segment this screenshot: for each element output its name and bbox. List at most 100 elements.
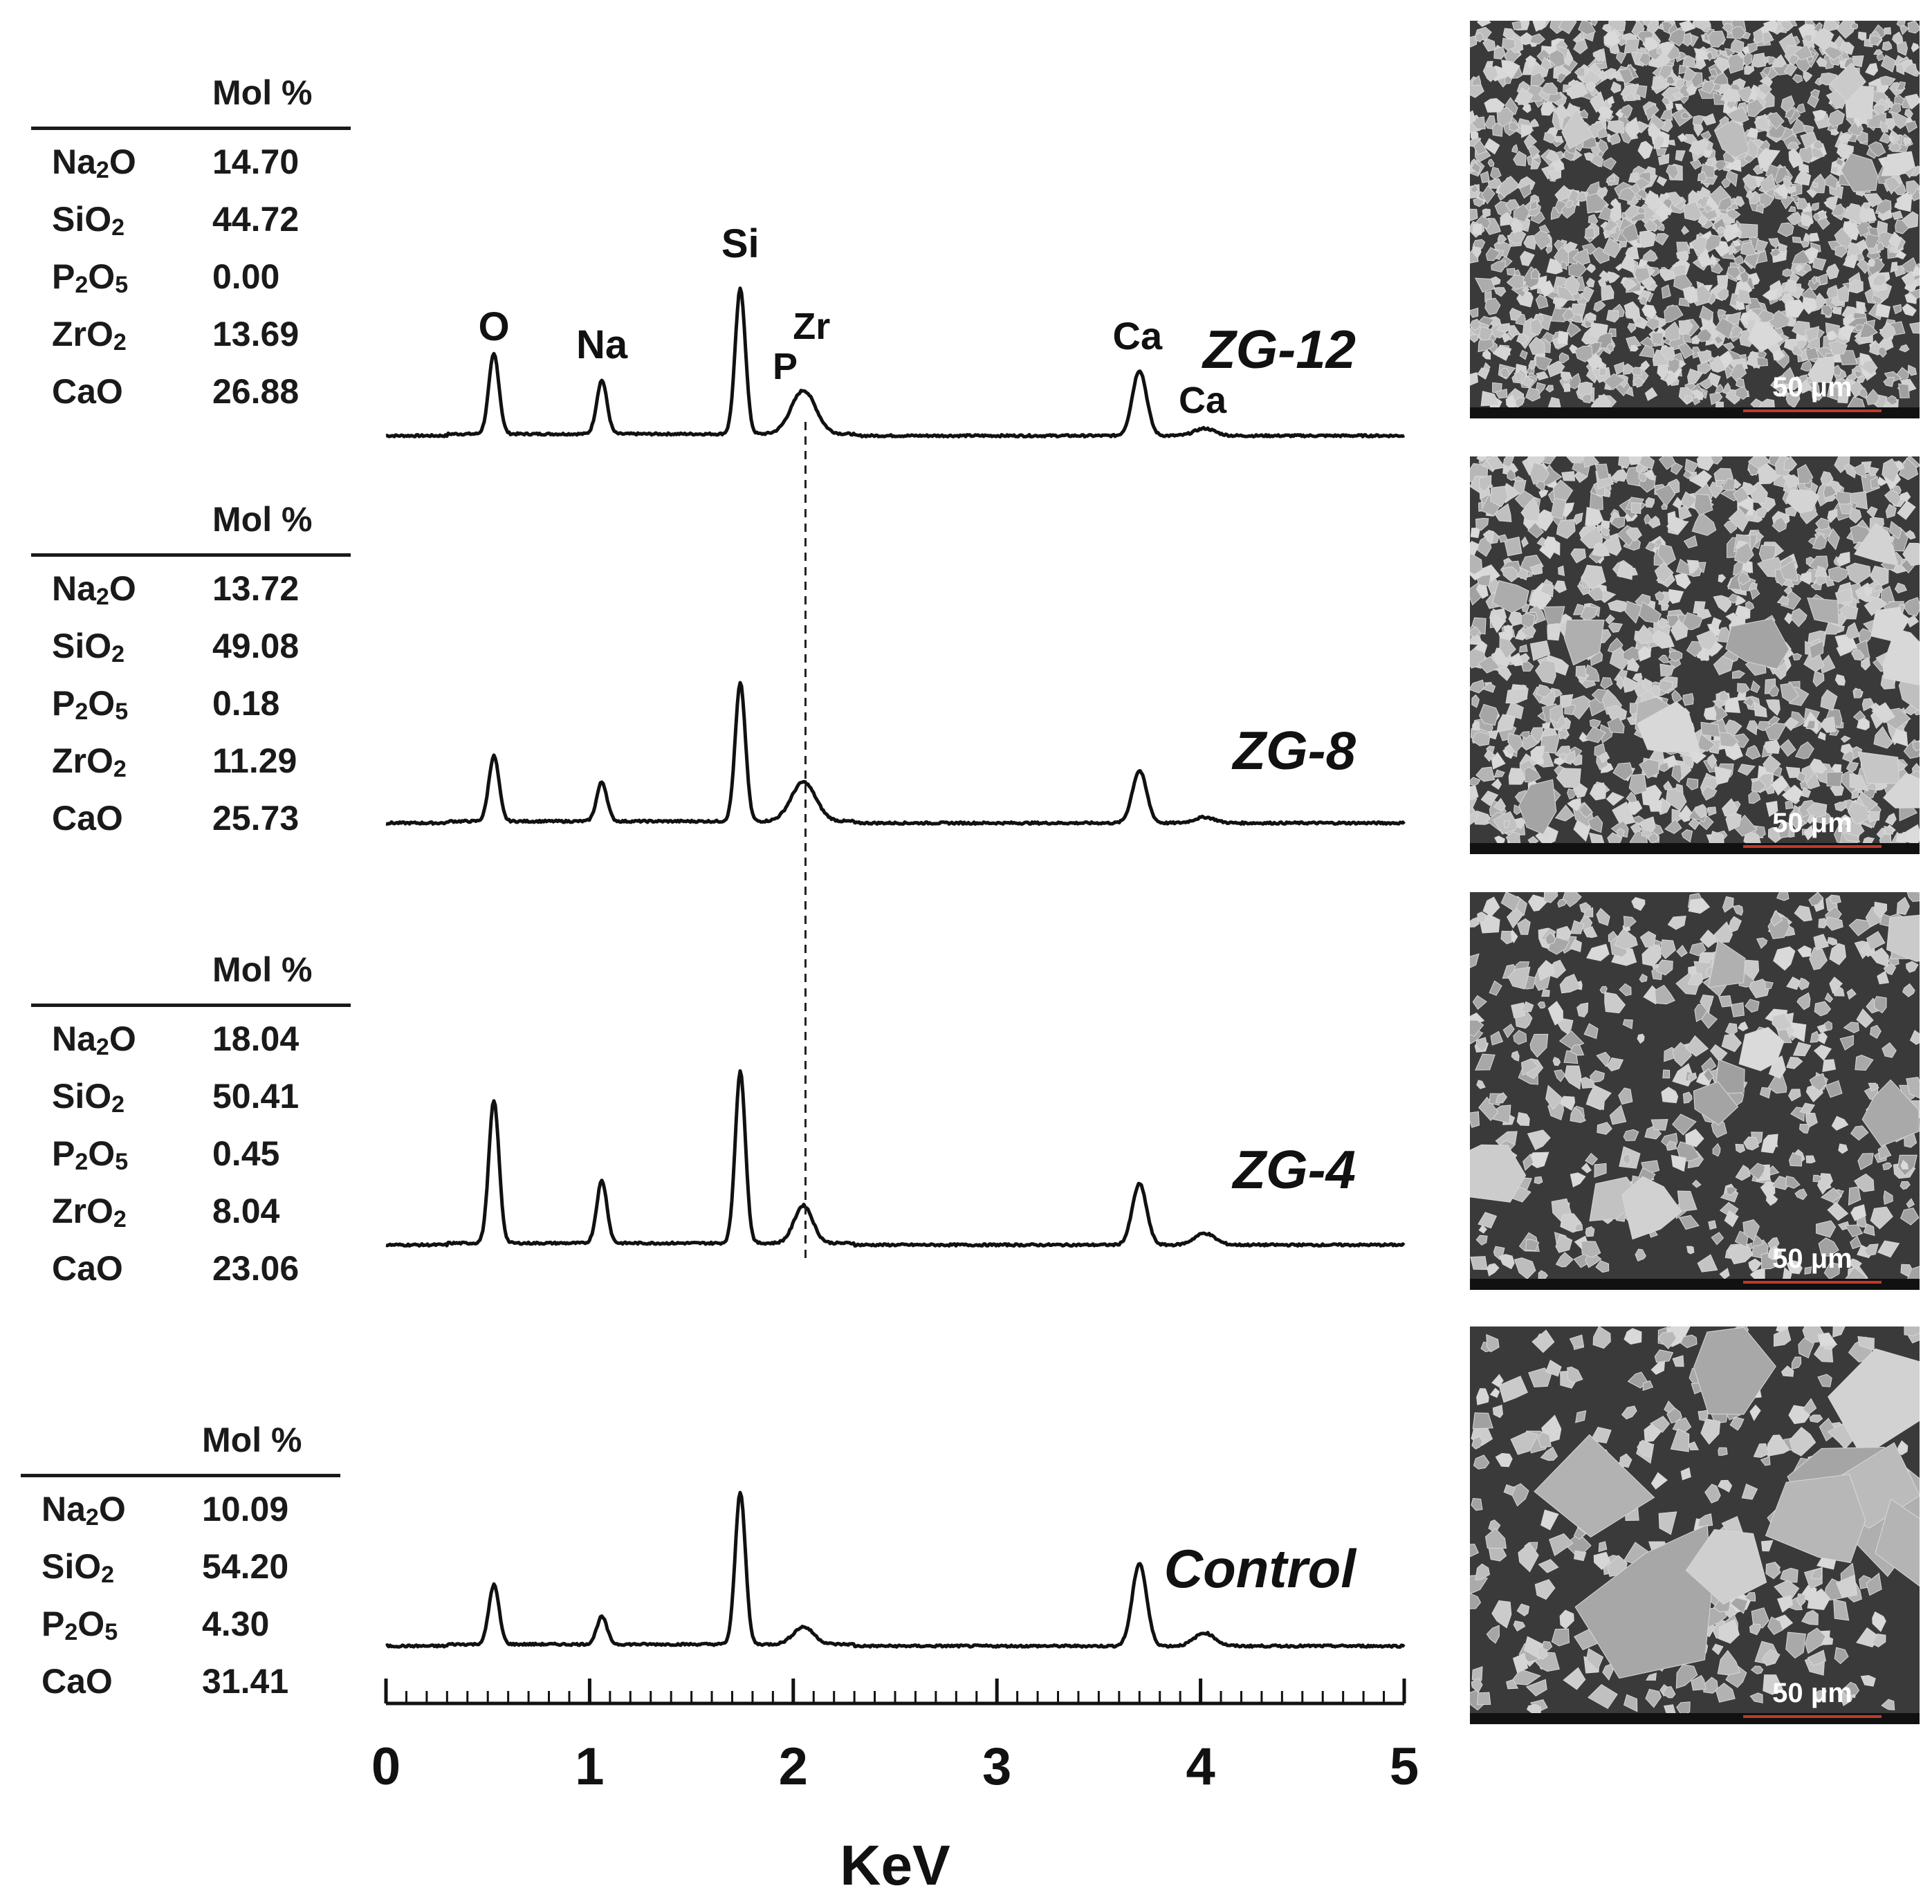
table-row: CaO 23.06: [52, 1248, 351, 1306]
oxide-formula: SiO2: [52, 1077, 125, 1118]
spectrum-line: [385, 1490, 1406, 1649]
mol-percent-value: 10.09: [202, 1490, 289, 1528]
mol-percent-value: 0.18: [212, 684, 280, 723]
oxide-formula: SiO2: [52, 627, 125, 667]
scale-bar-label: 50 μm: [1772, 372, 1852, 403]
composition-table: Mol % Na2O 10.09 SiO2 54.20 P2O5 4.30 CaO 31.41: [21, 1420, 340, 1719]
sem-micrograph: 50 μm: [1470, 456, 1920, 854]
x-tick-label: 5: [1390, 1737, 1419, 1796]
mol-percent-value: 13.69: [212, 315, 300, 353]
scale-bar-label: 50 μm: [1772, 1244, 1852, 1274]
mol-percent-value: 23.06: [212, 1249, 300, 1288]
composition-table: Mol % Na2O 14.70 SiO2 44.72 P2O5 0.00 ZrO2 13.69…: [31, 73, 351, 429]
oxide-formula: P2O5: [42, 1605, 118, 1645]
table-row: SiO2 44.72: [52, 199, 351, 257]
mol-percent-value: 0.00: [212, 257, 280, 296]
oxide-formula: Na2O: [52, 142, 136, 183]
table-row: P2O5 0.45: [52, 1134, 351, 1191]
series-label: Control: [1164, 1538, 1357, 1599]
spectrum-zg-4: ZG-4: [385, 1069, 1406, 1248]
mol-percent-value: 44.72: [212, 200, 300, 239]
oxide-formula: P2O5: [52, 684, 129, 725]
mol-percent-value: 49.08: [212, 627, 300, 665]
mol-percent-value: 31.41: [202, 1662, 289, 1701]
series-label: ZG-12: [1202, 319, 1356, 380]
spectra-layer: ZG-12 ZG-8 ZG-4 Control: [385, 286, 1406, 1649]
mol-percent-header: Mol %: [212, 950, 313, 989]
x-tick-label: 4: [1186, 1737, 1215, 1796]
table-row: SiO2 49.08: [52, 626, 351, 683]
table-row: SiO2 54.20: [42, 1546, 340, 1604]
table-row: CaO 31.41: [42, 1661, 340, 1719]
peak-label-ca: Ca: [1113, 314, 1163, 358]
table-row: Na2O 13.72: [52, 569, 351, 626]
spectrum-zg-8: ZG-8: [385, 681, 1406, 826]
table-rule: [31, 1004, 351, 1007]
mol-percent-value: 0.45: [212, 1134, 280, 1173]
table-rule: [31, 127, 351, 130]
spectrum-zg-12: ZG-12: [385, 286, 1406, 438]
mol-percent-header: Mol %: [202, 1421, 302, 1459]
mol-percent-value: 18.04: [212, 1019, 300, 1058]
mol-percent-value: 13.72: [212, 569, 300, 608]
table-row: P2O5 0.18: [52, 683, 351, 741]
sem-micrograph: 50 μm: [1470, 892, 1920, 1290]
oxide-formula: P2O5: [52, 1134, 129, 1175]
mol-percent-value: 26.88: [212, 372, 300, 411]
spectrum-line: [385, 681, 1406, 826]
x-tick-label: 0: [371, 1737, 401, 1796]
sem-micrograph: 50 μm: [1470, 1327, 1920, 1724]
series-label: ZG-4: [1231, 1139, 1356, 1200]
composition-table: Mol % Na2O 18.04 SiO2 50.41 P2O5 0.45 ZrO2 8.04 C…: [31, 950, 351, 1306]
mol-percent-header: Mol %: [212, 500, 313, 539]
table-row: CaO 25.73: [52, 798, 351, 856]
mol-percent-value: 4.30: [202, 1605, 270, 1643]
x-tick-label: 3: [982, 1737, 1011, 1796]
mol-percent-value: 8.04: [212, 1192, 280, 1230]
oxide-formula: Na2O: [52, 569, 136, 610]
table-row: P2O5 0.00: [52, 257, 351, 314]
oxide-formula: CaO: [52, 372, 123, 411]
peak-label-na: Na: [576, 322, 628, 367]
series-label: ZG-8: [1231, 720, 1356, 781]
spectrum-line: [385, 1069, 1406, 1248]
mol-percent-value: 54.20: [202, 1547, 289, 1586]
mol-percent-value: 50.41: [212, 1077, 300, 1116]
table-row: CaO 26.88: [52, 371, 351, 429]
oxide-formula: Na2O: [52, 1019, 136, 1060]
mol-percent-value: 11.29: [212, 741, 297, 780]
oxide-formula: ZrO2: [52, 741, 127, 782]
table-row: ZrO2 8.04: [52, 1191, 351, 1248]
oxide-formula: SiO2: [52, 200, 125, 241]
table-row: P2O5 4.30: [42, 1604, 340, 1661]
table-row: SiO2 50.41: [52, 1076, 351, 1134]
table-rule: [31, 553, 351, 557]
peak-label-si: Si: [721, 221, 760, 266]
table-row: ZrO2 13.69: [52, 314, 351, 371]
sem-micrograph: 50 μm: [1470, 21, 1920, 418]
scale-bar-label: 50 μm: [1772, 1678, 1852, 1708]
peak-label-p: P: [773, 346, 798, 387]
table-row: Na2O 18.04: [52, 1019, 351, 1076]
peak-labels: O Na Si PZr Ca Ca: [478, 221, 1227, 421]
table-row: ZrO2 11.29: [52, 741, 351, 798]
oxide-formula: CaO: [42, 1662, 113, 1701]
spectrum-line: [385, 286, 1406, 438]
table-row: Na2O 14.70: [52, 142, 351, 199]
mol-percent-value: 25.73: [212, 799, 300, 838]
oxide-formula: CaO: [52, 1249, 123, 1288]
table-rule: [21, 1474, 340, 1477]
oxide-formula: ZrO2: [52, 315, 127, 355]
x-axis-title: KeV: [840, 1834, 950, 1897]
table-row: Na2O 10.09: [42, 1489, 340, 1546]
composition-table: Mol % Na2O 13.72 SiO2 49.08 P2O5 0.18 ZrO2 11.29…: [31, 499, 351, 856]
peak-label-o: O: [478, 304, 509, 349]
oxide-formula: CaO: [52, 799, 123, 838]
oxide-formula: P2O5: [52, 257, 129, 298]
scale-bar-label: 50 μm: [1772, 808, 1852, 838]
x-tick-label: 2: [779, 1737, 808, 1796]
oxide-formula: SiO2: [42, 1547, 115, 1588]
oxide-formula: ZrO2: [52, 1192, 127, 1232]
peak-label-ca: Ca: [1179, 380, 1227, 421]
